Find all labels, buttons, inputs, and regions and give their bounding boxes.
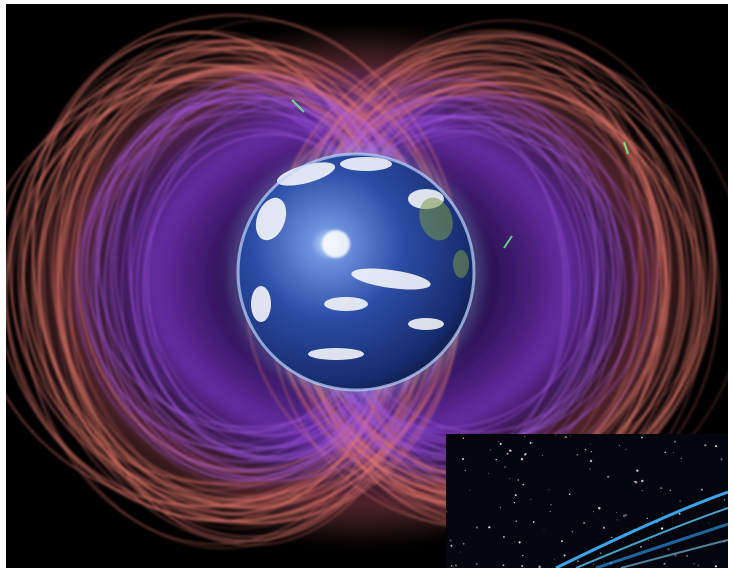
image-frame xyxy=(6,4,728,568)
earth-globe xyxy=(236,152,476,392)
green-aurora-streaks xyxy=(291,99,629,249)
starfield xyxy=(446,434,726,568)
belt-arc-lines xyxy=(555,490,728,568)
inset-starfield-panel xyxy=(446,434,728,568)
